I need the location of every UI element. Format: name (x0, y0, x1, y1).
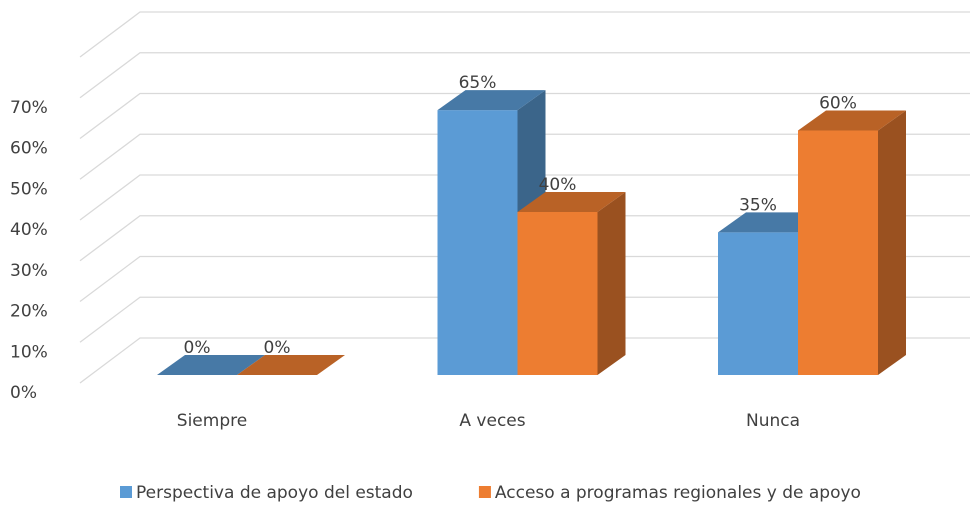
data-label: 35% (739, 195, 777, 215)
bar (157, 355, 265, 375)
bar-front (798, 130, 878, 375)
bar (437, 90, 546, 375)
x-tick-label: Nunca (746, 411, 800, 431)
bar-top (237, 355, 345, 375)
bar-front (517, 212, 598, 375)
bar-top (157, 355, 265, 375)
grid-line (79, 215, 970, 262)
x-tick-label: A veces (459, 411, 525, 431)
y-tick-label: 60% (10, 139, 48, 159)
x-tick-label: Siempre (177, 411, 247, 431)
y-tick-label: 20% (10, 302, 48, 322)
grid-line (79, 52, 970, 99)
legend-label: Perspectiva de apoyo del estado (136, 483, 413, 503)
y-tick-label: 40% (10, 220, 48, 240)
grid-line (79, 11, 970, 58)
grid-line (79, 255, 970, 303)
data-label: 60% (819, 94, 857, 114)
legend-swatch (120, 486, 132, 498)
bar-top (437, 90, 546, 111)
bar (237, 355, 345, 375)
y-tick-label: 70% (10, 98, 48, 118)
bar (798, 110, 906, 375)
bar-top (517, 192, 626, 212)
bar-side (597, 192, 626, 375)
legend-label: Acceso a programas regionales y de apoyo (495, 483, 861, 503)
bar-front (437, 110, 518, 375)
grid-line (79, 174, 970, 221)
y-tick-label: 50% (10, 179, 48, 199)
bar-side (878, 110, 906, 375)
data-label: 40% (539, 175, 577, 195)
data-label: 0% (264, 338, 291, 358)
data-label: 65% (459, 73, 497, 93)
bar (517, 192, 626, 375)
bar-top (798, 110, 906, 131)
grid-line (79, 92, 970, 140)
y-tick-label: 0% (10, 383, 37, 403)
data-label: 0% (184, 338, 211, 358)
grid-line (79, 133, 970, 180)
grid-line (79, 337, 970, 384)
legend-swatch (478, 486, 491, 498)
y-tick-label: 10% (10, 342, 48, 362)
grid-line (79, 296, 970, 343)
y-tick-label: 30% (10, 261, 48, 281)
bar-front (718, 232, 798, 375)
